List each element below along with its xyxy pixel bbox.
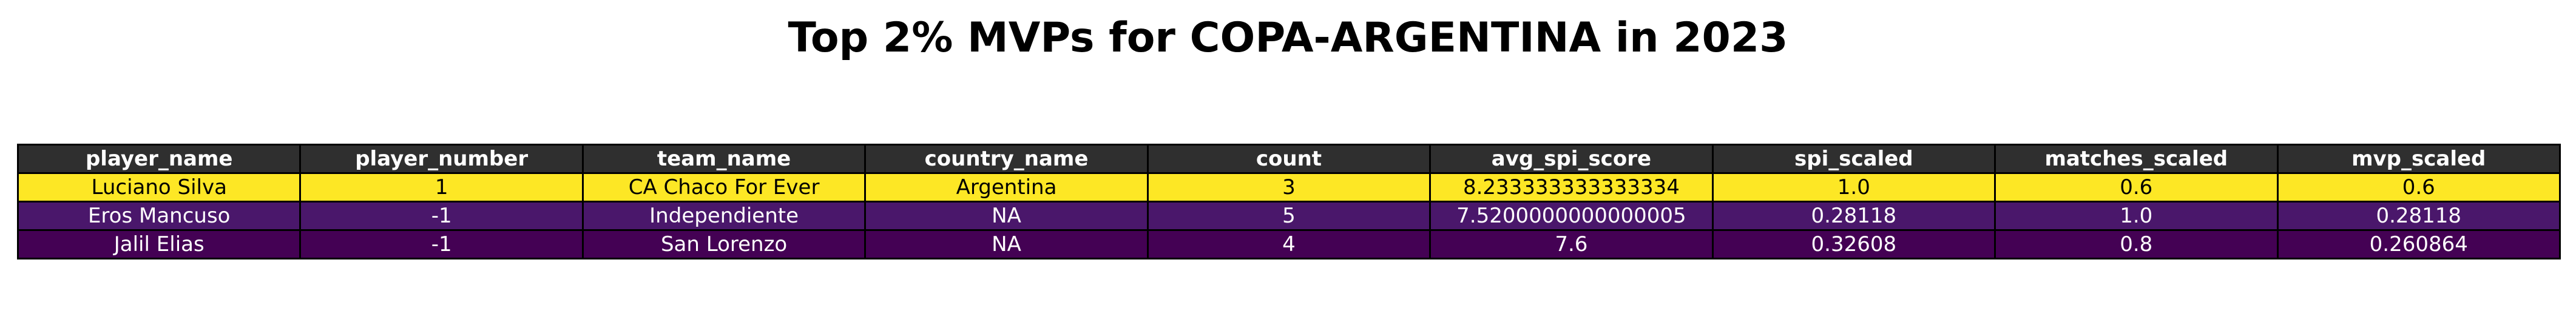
table-cell: 7.6 <box>1429 229 1714 259</box>
column-header: spi_scaled <box>1711 144 1996 174</box>
header-row: player_name player_number team_name coun… <box>16 144 2561 174</box>
table-row: Jalil Elias -1 San Lorenzo NA 4 7.6 0.32… <box>16 229 2561 259</box>
table-cell: -1 <box>299 229 584 259</box>
column-header: country_name <box>864 144 1149 174</box>
table-cell: Luciano Silva <box>16 172 302 202</box>
table-cell: 3 <box>1146 172 1432 202</box>
table-cell: NA <box>864 229 1149 259</box>
table-cell: Jalil Elias <box>16 229 302 259</box>
table-row: Eros Mancuso -1 Independiente NA 5 7.520… <box>16 201 2561 231</box>
table-cell: 0.6 <box>2276 172 2561 202</box>
table-cell: 1 <box>299 172 584 202</box>
table-cell: Eros Mancuso <box>16 201 302 231</box>
table-cell: Independiente <box>581 201 867 231</box>
table-cell: 0.28118 <box>2276 201 2561 231</box>
chart-title: Top 2% MVPs for COPA-ARGENTINA in 2023 <box>788 14 1788 62</box>
table-body: Luciano Silva 1 CA Chaco For Ever Argent… <box>16 172 2561 259</box>
table-cell: 0.6 <box>1994 172 2279 202</box>
table-cell: 0.32608 <box>1711 229 1996 259</box>
column-header: team_name <box>581 144 867 174</box>
table-header: player_name player_number team_name coun… <box>16 144 2561 174</box>
table-cell: 4 <box>1146 229 1432 259</box>
table-cell: 0.8 <box>1994 229 2279 259</box>
table-cell: NA <box>864 201 1149 231</box>
table-cell: 0.260864 <box>2276 229 2561 259</box>
table-cell: 5 <box>1146 201 1432 231</box>
table-cell: San Lorenzo <box>581 229 867 259</box>
column-header: avg_spi_score <box>1429 144 1714 174</box>
table-cell: 0.28118 <box>1711 201 1996 231</box>
column-header: mvp_scaled <box>2276 144 2561 174</box>
mvp-table: player_name player_number team_name coun… <box>16 144 2561 259</box>
table-cell: Argentina <box>864 172 1149 202</box>
column-header: count <box>1146 144 1432 174</box>
table-cell: -1 <box>299 201 584 231</box>
table-cell: 1.0 <box>1711 172 1996 202</box>
mvp-table-container: player_name player_number team_name coun… <box>16 144 2561 259</box>
table-cell: CA Chaco For Ever <box>581 172 867 202</box>
table-row: Luciano Silva 1 CA Chaco For Ever Argent… <box>16 172 2561 202</box>
table-cell: 7.5200000000000005 <box>1429 201 1714 231</box>
column-header: matches_scaled <box>1994 144 2279 174</box>
column-header: player_name <box>16 144 302 174</box>
column-header: player_number <box>299 144 584 174</box>
table-cell: 8.233333333333334 <box>1429 172 1714 202</box>
table-cell: 1.0 <box>1994 201 2279 231</box>
